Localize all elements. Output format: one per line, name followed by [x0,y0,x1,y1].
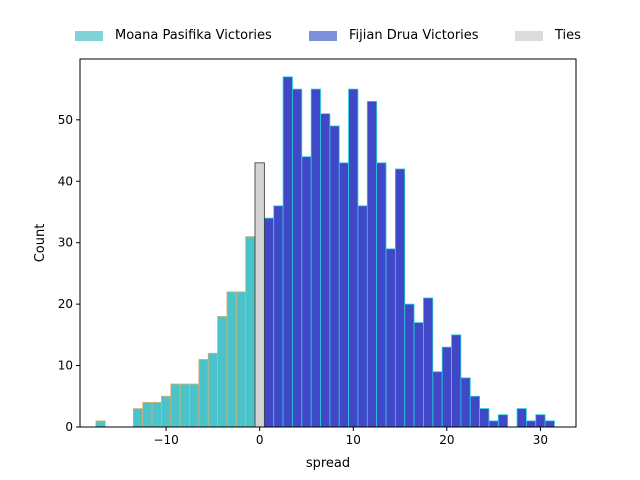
bar-series0-bin12 [235,291,247,428]
bar-series0-bin6 [179,383,190,428]
bar-series1-bin29 [544,420,555,428]
y-tick-label: 30 [58,236,73,250]
bar-series1-bin11 [366,100,378,428]
legend-item-fijian: Fijian Drua Victories [309,28,479,43]
y-tick-label: 50 [58,113,73,127]
x-tick-label: 30 [533,433,548,447]
legend-swatch-fijian [309,30,337,41]
bar-series1-bin10 [357,205,368,428]
legend-swatch-moana [75,30,103,41]
y-axis-label: Count [33,224,48,263]
legend-label-moana: Moana Pasifika Victories [115,28,272,43]
y-tick-label: 40 [58,174,73,188]
bar-series0-bin2 [142,402,153,428]
bar-series1-bin2 [282,76,293,428]
bar-series2-bin0 [254,162,265,428]
bar-series1-bin7 [329,125,340,428]
bar-series1-bin3 [292,88,303,428]
bar-series1-bin19 [441,346,452,428]
bar-series0-bin7 [189,383,200,428]
legend: Moana Pasifika Victories Fijian Drua Vic… [0,28,640,48]
y-axis-ticks: 0 10 20 30 40 50 [58,113,80,434]
bar-series1-bin5 [310,88,321,428]
bar-series1-bin15 [404,303,415,428]
y-tick-label: 0 [65,420,73,434]
x-axis-ticks: −10 0 10 20 30 [153,427,548,447]
bar-series1-bin25 [497,414,509,428]
x-tick-label: 10 [346,433,361,447]
bar-series1-bin1 [273,205,284,428]
bar-series1-bin12 [376,162,387,428]
bar-series0-bin5 [170,383,181,428]
legend-item-moana: Moana Pasifika Victories [75,28,272,43]
bar-series1-bin4 [301,156,312,428]
x-tick-label: 0 [256,433,264,447]
bar-series1-bin28 [535,414,546,428]
bar-series1-bin26 [516,408,527,428]
legend-label-fijian: Fijian Drua Victories [349,28,479,43]
bar-series1-bin24 [488,420,499,428]
bar-series0-bin9 [207,352,218,428]
bar-series1-bin8 [338,162,349,428]
bar-series1-bin14 [394,168,406,428]
bar-series0-bin10 [217,316,228,428]
x-tick-label: −10 [153,433,178,447]
bar-series0-bin0 [95,420,106,428]
legend-item-ties: Ties [515,28,581,43]
legend-label-ties: Ties [555,28,581,43]
bar-series1-bin27 [526,420,537,428]
bar-series1-bin17 [423,297,434,428]
bar-series0-bin3 [151,402,162,428]
bar-series1-bin9 [348,88,359,428]
bar-series0-bin4 [161,395,172,428]
bar-series1-bin6 [320,113,331,428]
bar-series1-bin20 [451,334,462,428]
bar-series1-bin23 [479,408,490,428]
bar-series1-bin0 [263,217,275,428]
bar-series0-bin1 [132,408,144,428]
bar-series1-bin22 [469,395,481,428]
y-tick-label: 20 [58,297,73,311]
bar-series1-bin21 [460,377,471,428]
bar-series0-bin13 [245,236,256,428]
legend-swatch-ties [515,30,543,41]
bar-series0-bin8 [198,359,209,428]
x-axis-label: spread [306,456,350,471]
bars-group [95,76,555,428]
bar-series1-bin16 [413,322,424,428]
bar-series1-bin18 [432,371,443,428]
bar-series1-bin13 [385,248,396,428]
y-tick-label: 10 [58,359,73,373]
bar-series0-bin11 [226,291,237,428]
x-tick-label: 20 [439,433,454,447]
